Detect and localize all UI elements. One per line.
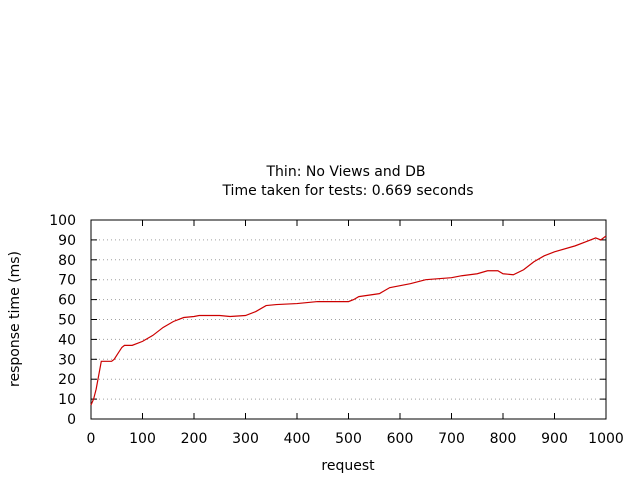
x-axis-tick-labels: 0 100 200 300 400 500 600 700 800 900 1000 — [87, 431, 624, 447]
y-tick-label: 0 — [67, 412, 76, 428]
y-tick-label: 30 — [58, 352, 76, 368]
y-tick-label: 80 — [58, 253, 76, 269]
y-axis-label: response time (ms) — [7, 251, 23, 387]
x-tick-label: 100 — [129, 431, 156, 447]
y-tick-label: 60 — [58, 293, 76, 309]
x-tick-label: 600 — [387, 431, 414, 447]
axis-ticks — [90, 219, 607, 420]
x-tick-label: 700 — [438, 431, 465, 447]
series-line — [90, 235, 607, 406]
y-tick-label: 90 — [58, 233, 76, 249]
y-tick-label: 50 — [58, 313, 76, 329]
gridlines — [91, 239, 606, 400]
x-tick-label: 500 — [335, 431, 362, 447]
x-axis-label: request — [321, 458, 375, 474]
plot-area-frame — [90, 219, 607, 420]
y-tick-label: 20 — [58, 372, 76, 388]
chart-subtitle: Time taken for tests: 0.669 seconds — [221, 183, 473, 199]
x-tick-label: 300 — [232, 431, 259, 447]
x-tick-label: 400 — [284, 431, 311, 447]
x-tick-label: 800 — [490, 431, 517, 447]
series-layer — [90, 235, 607, 406]
x-tick-label: 1000 — [588, 431, 624, 447]
x-tick-label: 900 — [541, 431, 568, 447]
x-tick-label: 0 — [87, 431, 96, 447]
y-tick-label: 100 — [49, 213, 76, 229]
x-tick-label: 200 — [181, 431, 208, 447]
y-axis-tick-labels: 0 10 20 30 40 50 60 70 80 90 100 — [49, 213, 76, 428]
y-tick-label: 10 — [58, 392, 76, 408]
y-tick-label: 40 — [58, 332, 76, 348]
y-tick-label: 70 — [58, 273, 76, 289]
chart-title: Thin: No Views and DB — [266, 164, 426, 180]
